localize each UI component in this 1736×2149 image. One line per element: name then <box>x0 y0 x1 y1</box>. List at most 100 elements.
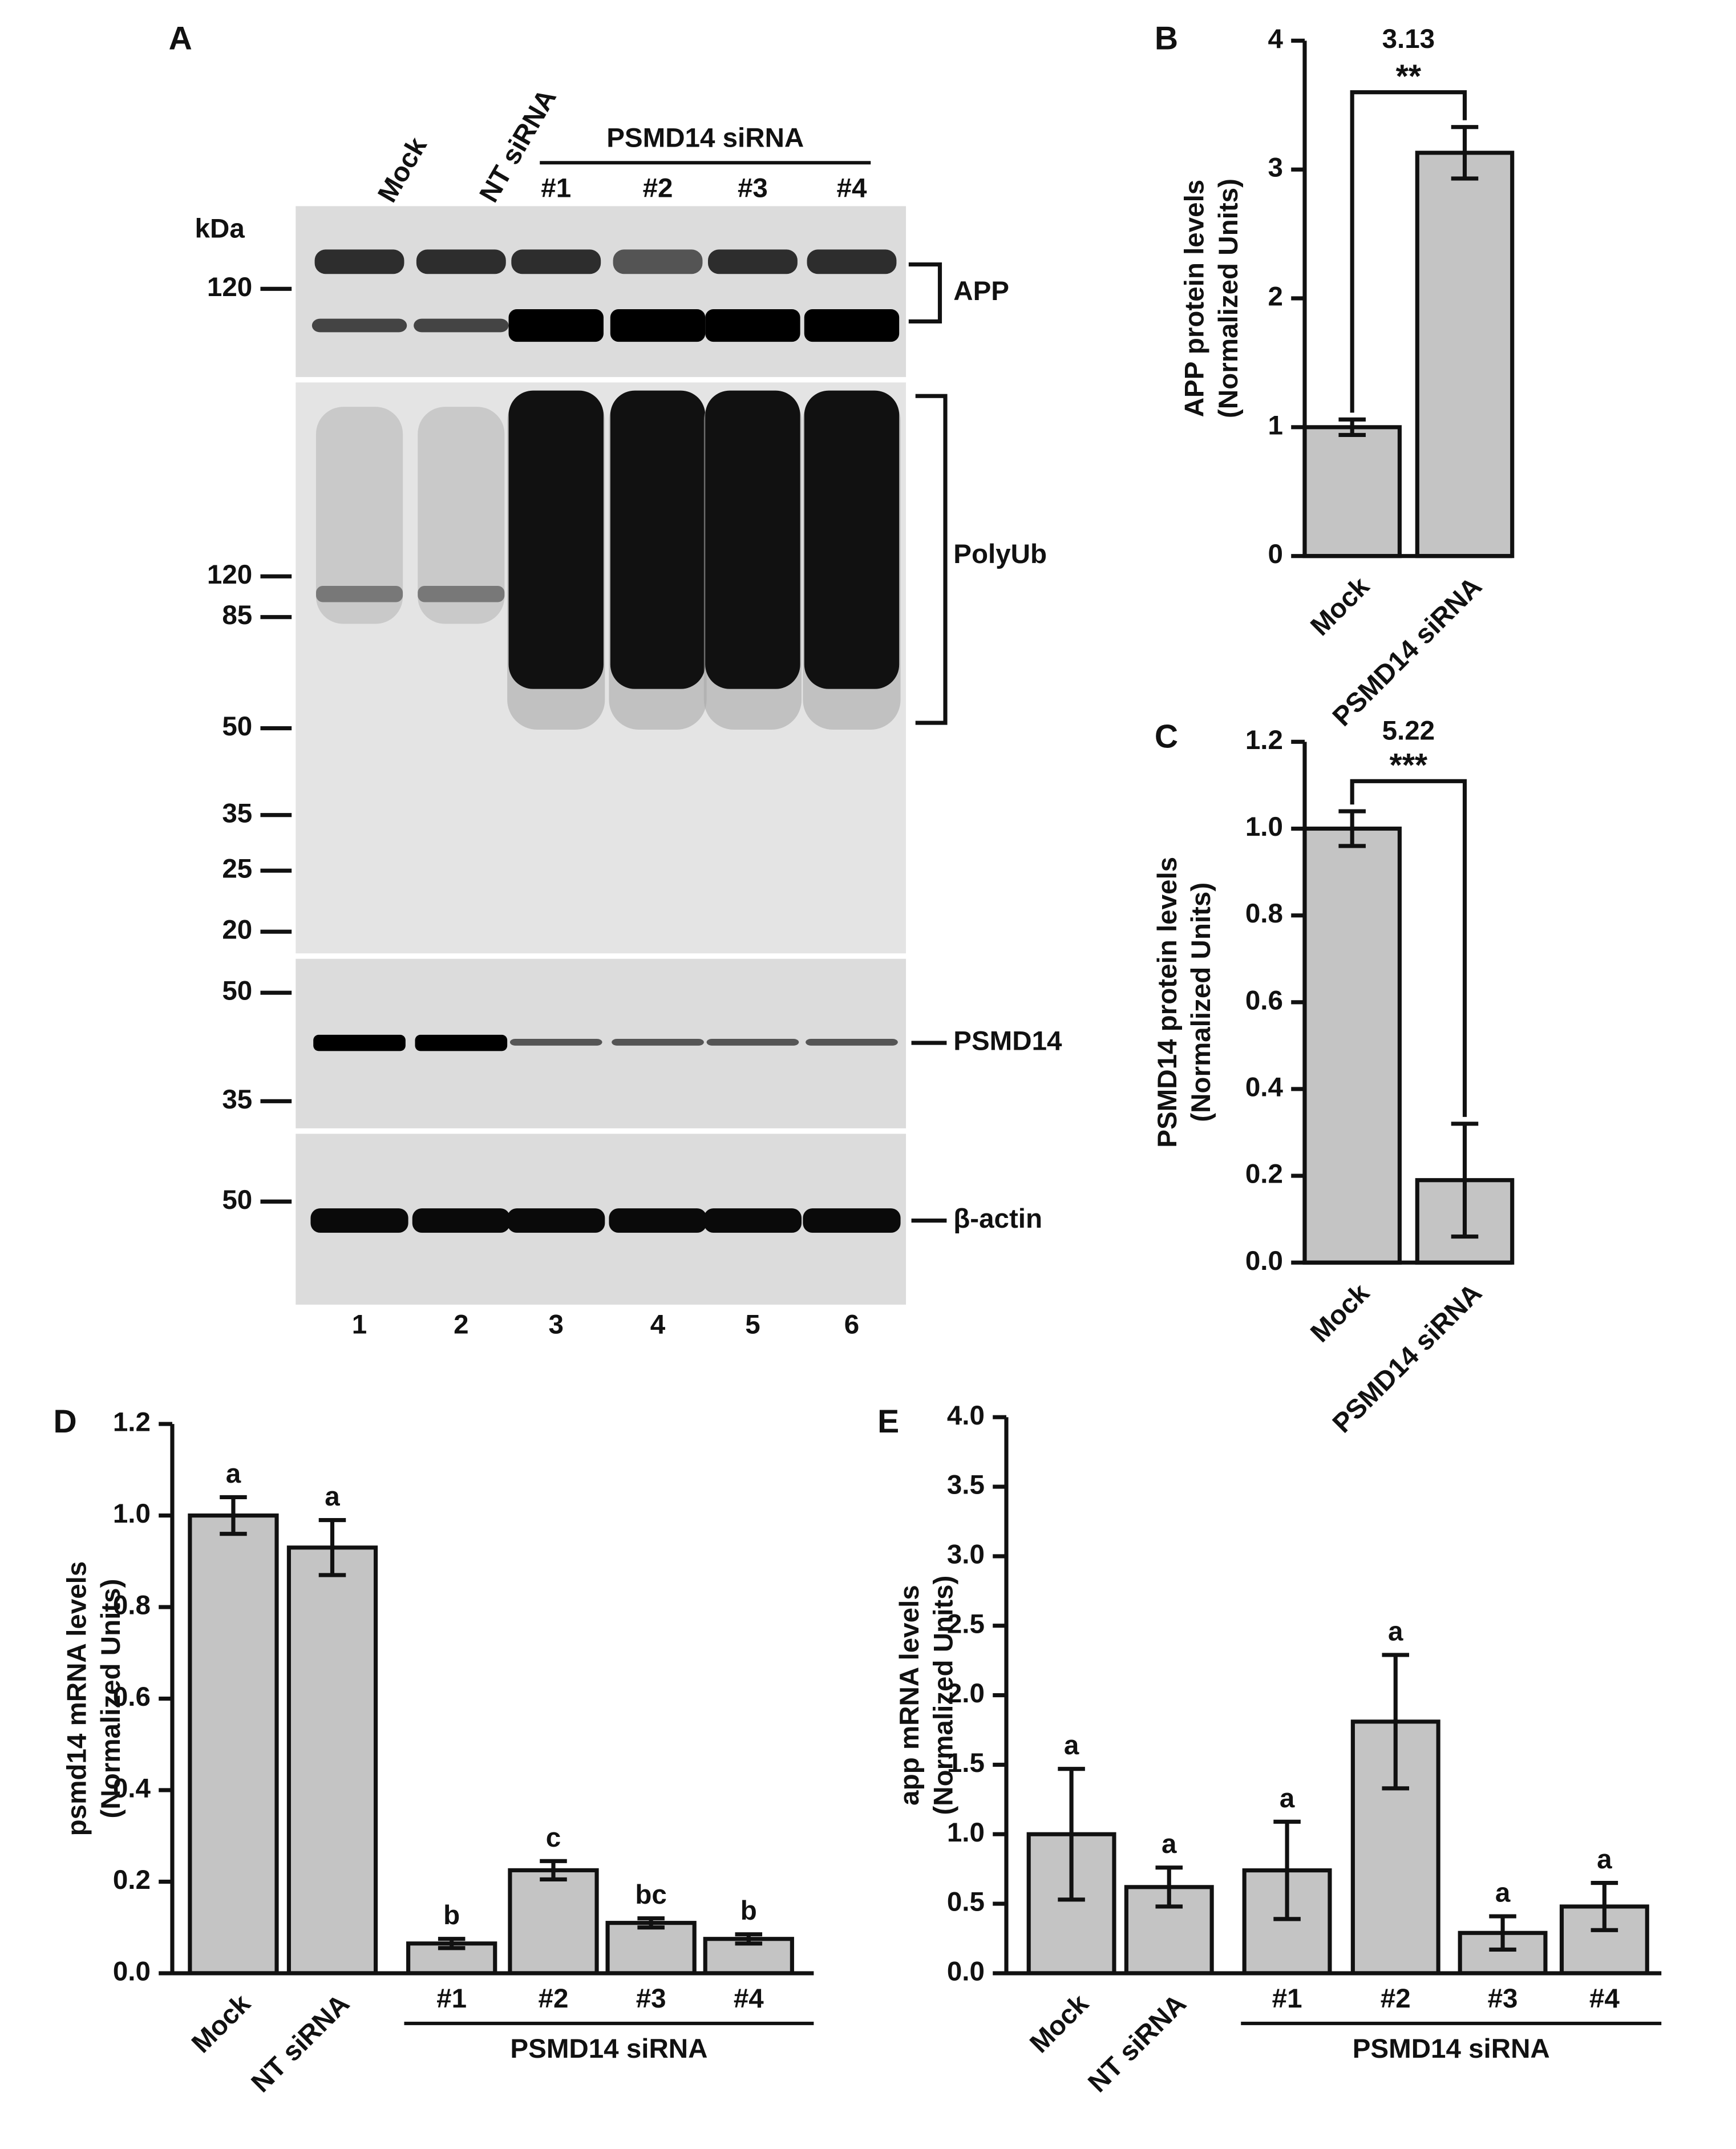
band <box>507 1208 605 1233</box>
bracket <box>915 394 948 725</box>
y-axis-label: psmd14 mRNA levels <box>62 1561 92 1836</box>
lane-number: 4 <box>650 1310 666 1340</box>
error-bar <box>1155 1865 1183 1909</box>
error-bar <box>1338 809 1366 848</box>
significance-letter: c <box>546 1823 561 1853</box>
error-bar <box>1058 1767 1085 1902</box>
blot-panel <box>296 206 907 377</box>
y-tick-label: 1.0 <box>947 1818 985 1848</box>
error-bar <box>1489 1914 1516 1952</box>
band <box>806 1038 898 1046</box>
error-bar <box>735 1932 763 1946</box>
band <box>315 585 403 602</box>
error-bar <box>1338 417 1366 437</box>
band-label: PolyUb <box>953 539 1047 569</box>
band <box>412 1208 510 1233</box>
y-tick-label: 2 <box>1268 282 1283 312</box>
group-label: PSMD14 siRNA <box>1353 2034 1550 2064</box>
bar <box>1302 826 1402 1265</box>
y-tick-label: 0.6 <box>113 1682 151 1712</box>
significance-bracket <box>1350 779 1467 1117</box>
x-tick-label: Mock <box>1305 571 1375 642</box>
band <box>703 1208 802 1233</box>
y-axis-label: (Normalized Units) <box>96 1579 126 1819</box>
x-tick-label: #2 <box>1381 1984 1411 2014</box>
marker-label: 25 <box>222 854 252 884</box>
band-label: β-actin <box>953 1204 1042 1234</box>
error-bar <box>438 1937 466 1950</box>
significance-letter: a <box>1064 1730 1079 1761</box>
fold-change: 5.22 <box>1382 715 1435 746</box>
band <box>613 249 703 274</box>
y-tick-label: 0.2 <box>1245 1159 1283 1189</box>
lane-number: 5 <box>745 1310 760 1340</box>
significance-letter: a <box>1495 1878 1511 1908</box>
y-tick-label: 0 <box>1268 539 1283 569</box>
y-tick-label: 1.2 <box>1245 725 1283 755</box>
bar <box>1415 151 1515 559</box>
x-tick-label: Mock <box>186 1988 257 2059</box>
error-bar <box>220 1495 247 1536</box>
significance-letter: a <box>226 1459 241 1489</box>
panel-label: C <box>1155 719 1178 755</box>
y-tick-label: 0.4 <box>1245 1072 1284 1102</box>
lane-label: Mock <box>372 132 433 207</box>
bar <box>286 1545 378 1976</box>
smear <box>705 390 800 689</box>
lane-label: #1 <box>541 173 571 203</box>
smear <box>315 407 403 624</box>
error-bar <box>1451 125 1479 181</box>
band <box>511 249 601 274</box>
x-tick-label: #4 <box>1589 1984 1620 2014</box>
error-bar <box>1451 1122 1479 1239</box>
bar <box>605 1921 697 1976</box>
smear <box>804 390 900 689</box>
y-axis-label: APP protein levels <box>1179 180 1209 418</box>
y-tick-label: 1.5 <box>947 1748 985 1778</box>
marker-label: 50 <box>222 976 252 1006</box>
significance-stars: *** <box>1390 747 1428 784</box>
panel-label: A <box>169 20 192 56</box>
marker-label: 120 <box>207 272 252 302</box>
significance-letter: a <box>1280 1783 1295 1814</box>
significance-letter: a <box>1388 1616 1403 1646</box>
error-bar <box>318 1518 346 1577</box>
y-tick-label: 2.5 <box>947 1609 985 1639</box>
y-tick-label: 0.0 <box>947 1956 985 1986</box>
error-bar <box>540 1859 567 1881</box>
y-tick-label: 0.0 <box>113 1956 151 1986</box>
marker-label: 35 <box>222 798 252 828</box>
band <box>807 249 897 274</box>
y-tick-label: 4 <box>1268 24 1284 54</box>
band-label: PSMD14 <box>953 1026 1062 1057</box>
marker-label: 50 <box>222 711 252 742</box>
x-tick-label: #3 <box>1488 1984 1518 2014</box>
lane-number: 3 <box>549 1310 564 1340</box>
y-tick-label: 0.8 <box>1245 899 1283 929</box>
band <box>414 318 509 333</box>
significance-stars: ** <box>1396 58 1422 95</box>
y-tick-label: 0.0 <box>1245 1246 1283 1276</box>
lane-number: 6 <box>844 1310 859 1340</box>
bar <box>1302 425 1402 559</box>
y-tick-label: 1 <box>1268 410 1283 440</box>
significance-letter: a <box>325 1482 340 1512</box>
significance-letter: bc <box>635 1880 666 1910</box>
band <box>416 249 506 274</box>
y-tick-label: 1.0 <box>1245 812 1283 842</box>
band <box>509 1038 602 1046</box>
marker-label: 85 <box>222 600 252 630</box>
x-tick-label: #1 <box>1272 1984 1302 2014</box>
bar <box>188 1513 279 1976</box>
band <box>610 309 706 342</box>
significance-letter: b <box>443 1900 460 1931</box>
marker-label: 120 <box>207 560 252 590</box>
band <box>707 249 798 274</box>
y-tick-label: 0.4 <box>113 1774 151 1804</box>
x-tick-label: #1 <box>436 1984 467 2014</box>
band <box>705 309 800 342</box>
smear <box>508 390 604 689</box>
bracket <box>908 262 942 323</box>
y-axis-label: (Normalized Units) <box>929 1576 959 1815</box>
